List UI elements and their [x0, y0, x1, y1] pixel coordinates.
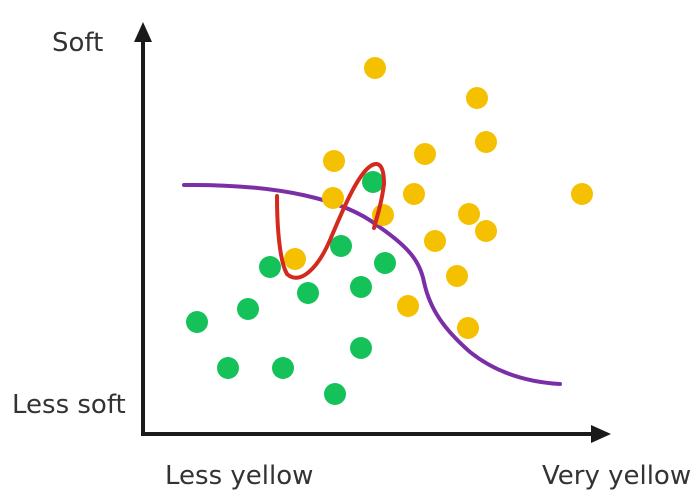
yellow-point [475, 220, 497, 242]
yellow-point [403, 183, 425, 205]
green-point [362, 171, 384, 193]
yellow-point [322, 187, 344, 209]
green-point [272, 357, 294, 379]
green-point [186, 311, 208, 333]
green-point [259, 256, 281, 278]
smooth-decision-boundary [182, 182, 562, 386]
green-point [237, 298, 259, 320]
yellow-point [466, 87, 488, 109]
yellow-point [475, 131, 497, 153]
x-axis-low-label: Less yellow [165, 461, 314, 491]
green-point [350, 337, 372, 359]
green-point [297, 282, 319, 304]
yellow-point [446, 265, 468, 287]
yellow-point [571, 183, 593, 205]
green-point [350, 276, 372, 298]
x-axis-arrowhead [591, 425, 611, 443]
yellow-point [323, 150, 345, 172]
green-point [330, 235, 352, 257]
y-axis-arrowhead [134, 22, 152, 42]
yellow-point [457, 317, 479, 339]
yellow-point [424, 230, 446, 252]
yellow-point [458, 203, 480, 225]
overfit-decision-boundary [275, 162, 386, 280]
yellow-point [397, 295, 419, 317]
green-point [374, 252, 396, 274]
yellow-point [414, 143, 436, 165]
y-axis-high-label: Soft [52, 28, 104, 58]
yellow-point [284, 248, 306, 270]
y-axis-low-label: Less soft [12, 390, 126, 420]
green-point [324, 383, 346, 405]
green-point [217, 357, 239, 379]
data-points [186, 57, 593, 405]
axes [134, 22, 611, 443]
x-axis-high-label: Very yellow [542, 461, 692, 491]
yellow-point [364, 57, 386, 79]
